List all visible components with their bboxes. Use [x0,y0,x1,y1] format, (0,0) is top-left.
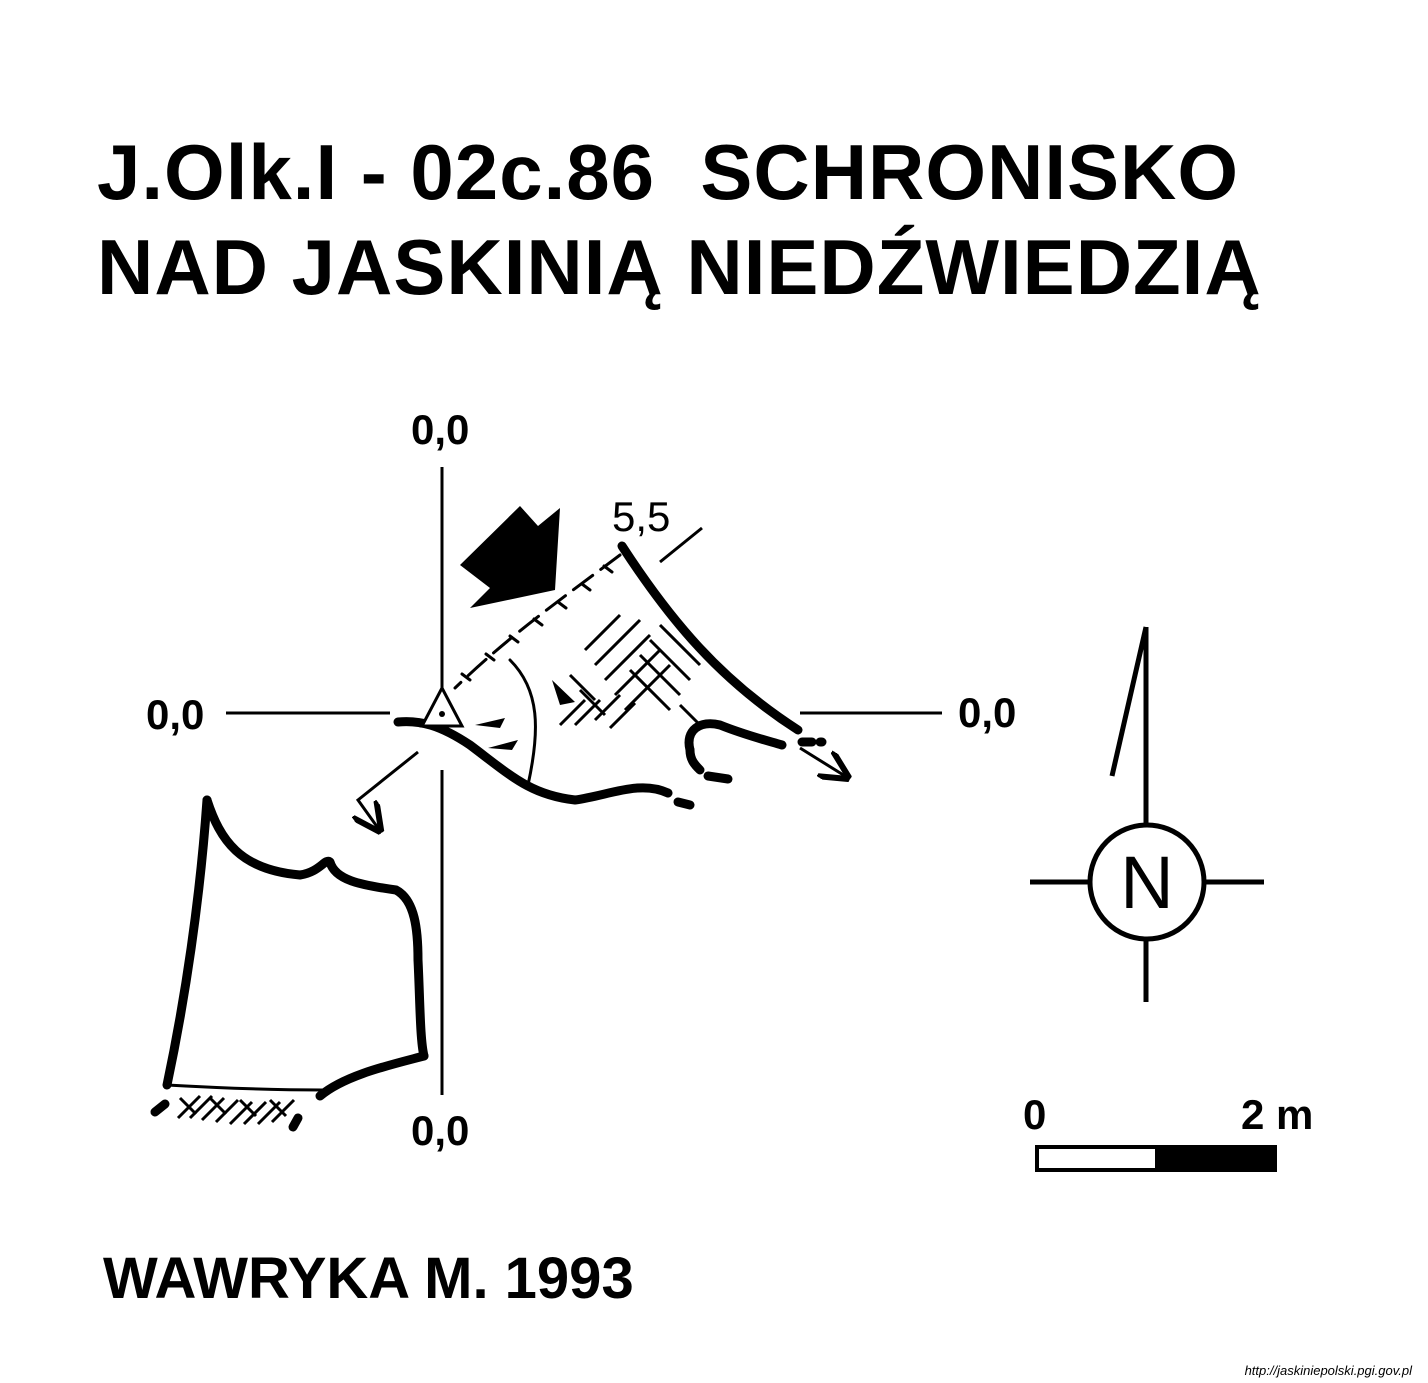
scale-end-label: 2 m [1241,1091,1314,1138]
axis-label-left: 0,0 [146,691,205,738]
cross-section-axes [226,467,942,1095]
map-title-line-2: NAD JASKINIĄ NIEDŹWIEDZIĄ [97,223,1262,311]
depth-marker-label: 5,5 [612,493,671,540]
north-arrow-icon [1030,626,1264,1002]
depth-marker-tick [659,526,703,564]
axis-label-right: 0,0 [958,689,1017,736]
map-title-line-1: J.Olk.I - 02c.86 SCHRONISKO [97,128,1240,216]
axis-label-top: 0,0 [411,406,470,453]
source-url: http://jaskiniepolski.pgi.gov.pl [1244,1363,1412,1378]
axis-label-bottom: 0,0 [411,1107,470,1154]
upper-hatched-floor [558,613,717,730]
survey-point-icon [419,684,465,728]
scale-bar [1035,1145,1277,1172]
lower-hatched-floor [176,1094,296,1126]
slope-arrow-left-icon [358,750,419,828]
north-letter: N [1120,841,1173,924]
author-credit: WAWRYKA M. 1993 [103,1246,634,1311]
scale-start-label: 0 [1023,1091,1047,1138]
wall-markers [475,680,575,750]
slope-arrow-right-icon [799,746,845,776]
lower-cave-outline [150,795,429,1132]
entrance-arrow-icon [460,506,560,608]
